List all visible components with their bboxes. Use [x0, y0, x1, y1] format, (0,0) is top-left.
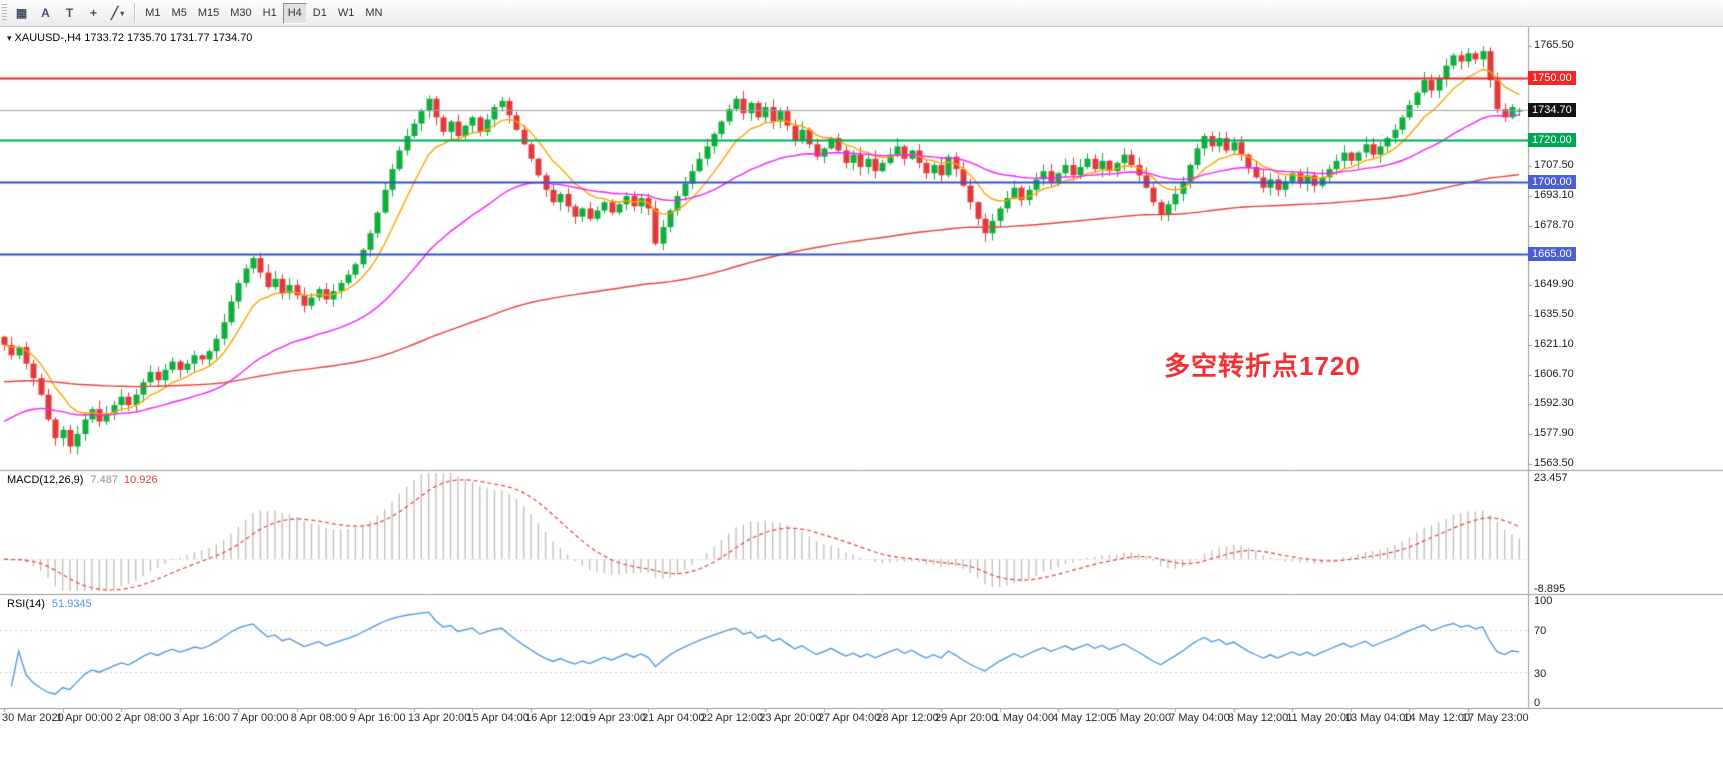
time-axis-label: 17 May 23:00 [1462, 712, 1529, 724]
toolbar: ▦ A T + ╱ ▾ M1 M5 M15 M30 H1 H4 D1 W1 MN [0, 0, 1723, 27]
time-axis-label: 27 Apr 04:00 [817, 712, 881, 724]
time-axis-label: 7 May 04:00 [1169, 712, 1230, 724]
timeframe-m30-button[interactable]: M30 [225, 3, 256, 24]
bar-chart-button[interactable]: ▦ [10, 3, 33, 24]
time-axis-label: 11 May 20:00 [1286, 712, 1353, 724]
timeframe-mn-button[interactable]: MN [360, 3, 387, 24]
timeframe-m15-button[interactable]: M15 [193, 3, 224, 24]
macd-indicator-label: MACD(12,26,9) 7.487 10.926 [7, 474, 158, 486]
collapse-triangle-icon: ▾ [7, 33, 12, 43]
price-line-label: 1720.00 [1528, 133, 1576, 148]
time-axis-label: 1 Apr 00:00 [56, 712, 113, 724]
crosshair-icon: + [89, 6, 97, 20]
timeframe-m1-button[interactable]: M1 [140, 3, 165, 24]
rsi-axis-label: 100 [1534, 595, 1553, 607]
macd-signal-value: 10.926 [123, 474, 158, 486]
rsi-axis-label: 70 [1534, 625, 1547, 637]
time-axis-label: 29 Apr 20:00 [934, 712, 998, 724]
time-axis-label: 3 Apr 16:00 [173, 712, 230, 724]
time-axis-label: 14 May 12:00 [1403, 712, 1471, 724]
price-line-label: 1734.70 [1528, 102, 1576, 117]
crosshair-button[interactable]: + [82, 3, 105, 24]
time-axis-label: 13 May 04:00 [1344, 712, 1412, 724]
time-axis-label: 22 Apr 12:00 [700, 712, 764, 724]
time-axis-label: 1 May 04:00 [993, 712, 1055, 724]
time-axis-label: 28 Apr 12:00 [876, 712, 939, 724]
time-axis-label: 16 Apr 12:00 [525, 712, 588, 724]
rsi-indicator-label: RSI(14) 51.9345 [7, 598, 92, 610]
timeframe-h4-button[interactable]: H4 [282, 2, 307, 24]
symbol-ohlc-header: ▾ XAUUSD-,H4 1733.72 1735.70 1731.77 1734… [7, 32, 252, 44]
time-axis-label: 19 Apr 23:00 [583, 712, 646, 724]
rsi-name: RSI(14) [7, 598, 45, 610]
rsi-axis-label: 30 [1534, 668, 1547, 680]
time-axis-label: 30 Mar 2020 [2, 712, 64, 724]
toolbar-grip[interactable] [2, 4, 7, 22]
chart-annotation-text: 多空转折点1720 [1164, 351, 1361, 381]
chevron-down-icon: ▾ [120, 8, 125, 18]
price-tick-label: 1563.50 [1534, 456, 1574, 469]
cursor-icon: A [41, 6, 50, 20]
price-tick-label: 1765.50 [1534, 39, 1574, 51]
price-line-label: 1700.00 [1528, 174, 1576, 189]
time-axis-label: 8 Apr 08:00 [290, 712, 348, 724]
text-tool-icon: T [65, 6, 74, 20]
timeframe-d1-button[interactable]: D1 [308, 3, 332, 24]
price-line-label: 1750.00 [1528, 71, 1576, 86]
time-axis-label: 5 May 20:00 [1110, 712, 1172, 724]
bar-chart-icon: ▦ [15, 6, 28, 20]
price-tick-label: 1621.10 [1534, 337, 1574, 350]
price-tick-label: 1707.50 [1534, 159, 1574, 172]
time-axis-label: 21 Apr 04:00 [642, 712, 705, 724]
toolbar-separator [134, 3, 136, 23]
price-tick-label: 1649.90 [1534, 278, 1574, 291]
price-tick-label: 1592.30 [1534, 397, 1574, 410]
time-axis-label: 7 Apr 00:00 [232, 712, 289, 724]
rsi-value: 51.9345 [51, 598, 92, 610]
time-axis-label: 15 Apr 04:00 [466, 712, 529, 724]
text-tool-button[interactable]: T [58, 3, 81, 24]
time-axis-label: 8 May 12:00 [1227, 712, 1289, 724]
price-tick-label: 1577.90 [1534, 427, 1574, 440]
timeframe-m5-button[interactable]: M5 [167, 3, 192, 24]
price-tick-label: 1635.50 [1534, 308, 1574, 320]
draw-tools-dropdown[interactable]: ╱ ▾ [106, 3, 129, 24]
cursor-tool-button[interactable]: A [34, 3, 57, 24]
macd-main-value: 7.487 [90, 474, 118, 486]
rsi-axis-label: 0 [1534, 697, 1541, 709]
price-line-label: 1665.00 [1528, 246, 1576, 261]
time-axis-label: 13 Apr 20:00 [407, 712, 471, 724]
time-axis-label: 2 Apr 08:00 [115, 712, 172, 724]
timeframe-h1-button[interactable]: H1 [258, 3, 282, 24]
price-tick-label: 1678.70 [1534, 218, 1574, 231]
price-tick-label: 1693.10 [1534, 188, 1574, 201]
symbol-ohlc-text: XAUUSD-,H4 1733.72 1735.70 1731.77 1734.… [14, 32, 253, 44]
price-tick-label: 1606.70 [1534, 367, 1574, 380]
time-axis-label: 9 Apr 16:00 [349, 712, 406, 724]
macd-axis-max: 23.457 [1534, 472, 1568, 484]
macd-axis-min: -8.895 [1534, 583, 1566, 595]
timeframe-w1-button[interactable]: W1 [333, 3, 360, 24]
time-axis-label: 23 Apr 20:00 [759, 712, 822, 724]
time-axis-label: 4 May 12:00 [1052, 712, 1113, 724]
macd-name: MACD(12,26,9) [7, 474, 84, 486]
draw-tools-icon: ╱ [111, 6, 119, 20]
